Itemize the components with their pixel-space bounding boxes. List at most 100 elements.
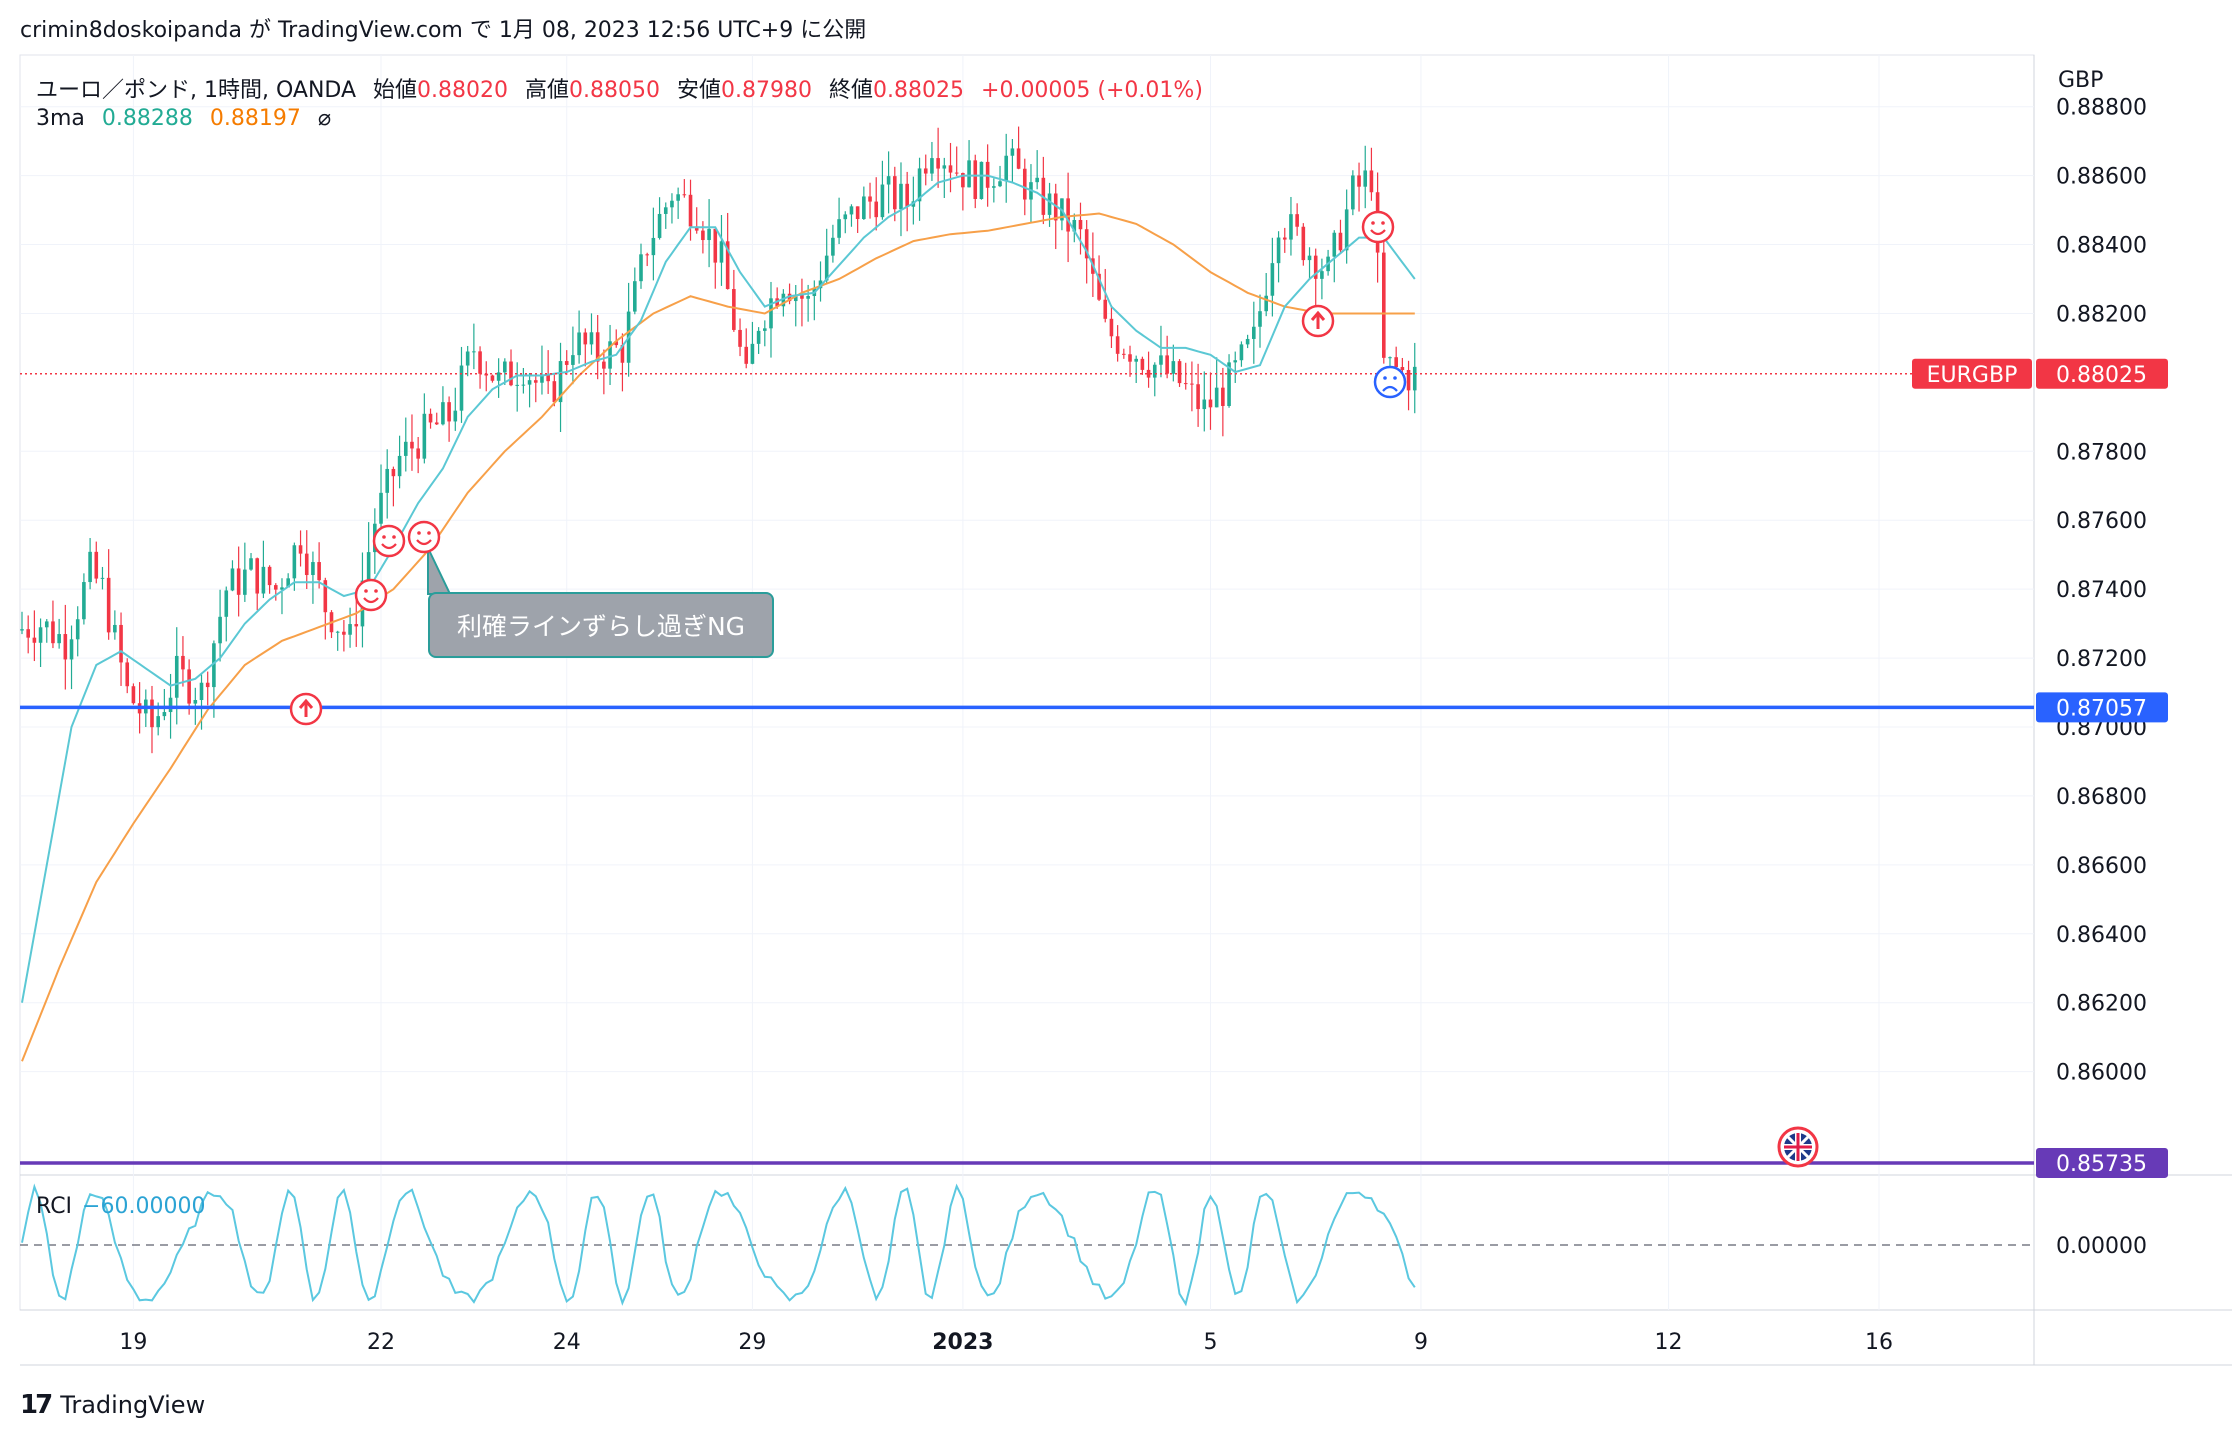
candle-body [682,194,687,196]
candle-body [917,168,922,202]
ohlc-legend: ユーロ／ポンド, 1時間, OANDA 始値0.88020 高値0.88050 … [36,72,1213,104]
candle-body [657,213,662,238]
symbol-price-tag [1912,358,2032,389]
candle-body [614,341,619,346]
candle-body [942,165,947,169]
candle-body [88,551,92,583]
smile-icon[interactable] [1361,210,1395,244]
candle-body [800,294,804,299]
annotation-callout[interactable]: 利確ラインずらし過ぎNG [428,592,774,658]
candle-body [961,173,965,188]
close-value: 0.88025 [873,78,965,103]
candle-body [880,184,885,218]
candle-body [707,228,711,241]
time-tick-label: 16 [1865,1330,1893,1355]
candle-body [472,351,476,353]
candle-body [113,624,117,633]
time-tick-label: 29 [738,1330,766,1355]
candle-body [620,345,625,363]
smile-icon-mouth [363,597,379,604]
candle-body [564,361,569,365]
candle-body [224,590,229,617]
hidden-values-icon[interactable]: ⌀ [317,106,332,131]
price-tick-label: 0.88400 [2056,234,2147,259]
low-value: 0.87980 [721,78,813,103]
candle-body [577,332,581,356]
candle-body [843,214,848,220]
candle-body [280,587,284,590]
candle-body [1282,237,1287,240]
rci-zero-label: 0.00000 [2056,1234,2147,1259]
smile-icon[interactable] [372,524,406,558]
candle-body [670,200,674,208]
tradingview-logo-icon: 17 [20,1390,53,1420]
candle-body [1289,214,1293,240]
candle-body [63,634,68,660]
candle-body [441,402,445,425]
candle-body [558,361,563,403]
ma-name[interactable]: 3ma [36,106,85,131]
rci-name[interactable]: RCI [36,1194,73,1219]
smile-icon-mouth [416,539,432,546]
smile-icon-eye [364,589,368,593]
candle-body [676,194,680,201]
candle-body [1258,311,1262,327]
candle-body [1066,198,1070,232]
candle-body [261,566,266,594]
candle-body [465,351,470,366]
candle-body [304,553,309,576]
price-tick-label: 0.87400 [2056,578,2147,603]
price-tick-label: 0.86000 [2056,1061,2147,1086]
price-tick-label: 0.86800 [2056,785,2147,810]
candle-body [738,329,742,347]
candle-body [1140,358,1145,370]
candle-body [410,441,414,449]
candle-body [317,562,321,581]
candle-body [967,160,971,188]
candle-body [837,219,841,238]
candle-body [750,343,755,364]
price-tick-label: 0.87200 [2056,647,2147,672]
candle-body [94,551,99,579]
price-tick-label: 0.87800 [2056,440,2147,465]
smile-icon-eye [374,589,378,593]
tradingview-footer: 17 TradingView [20,1390,205,1420]
candle-body [156,716,160,728]
candle-body [434,422,439,425]
candle-body [243,569,247,595]
candle-body [484,373,489,376]
symbol-label[interactable]: ユーロ／ポンド, 1時間, OANDA [36,78,357,103]
candle-body [1332,232,1337,257]
plot-frame [19,54,2035,1311]
candle-body [44,621,49,628]
candle-body [323,580,328,613]
candle-body [1227,362,1231,406]
candle-body [218,616,222,644]
price-tick-label: 0.86600 [2056,854,2147,879]
candle-body [1245,338,1250,345]
candle-body [1047,193,1052,215]
frown-icon[interactable] [1373,365,1407,399]
candle-body [1394,357,1398,368]
candle-body [533,380,538,383]
ma-legend: 3ma 0.88288 0.88197 ⌀ [36,106,341,131]
candle-body [763,328,767,331]
candle-body [131,686,136,704]
smile-icon[interactable] [407,520,441,554]
candle-body [1406,370,1411,391]
buy-arrow-icon-glyph [298,698,314,717]
candle-body [422,413,427,459]
candle-body [391,468,396,477]
frown-icon-mouth [1382,385,1398,392]
candle-body [342,631,346,635]
candle-body [905,183,909,207]
candle-body [1109,318,1114,337]
smile-icon[interactable] [354,578,388,612]
candle-body [589,332,594,345]
candle-body [1146,369,1151,378]
hline-price-tag [2036,1147,2168,1178]
high-value: 0.88050 [569,78,661,103]
candle-body [1183,383,1188,385]
candle-body [187,669,191,704]
